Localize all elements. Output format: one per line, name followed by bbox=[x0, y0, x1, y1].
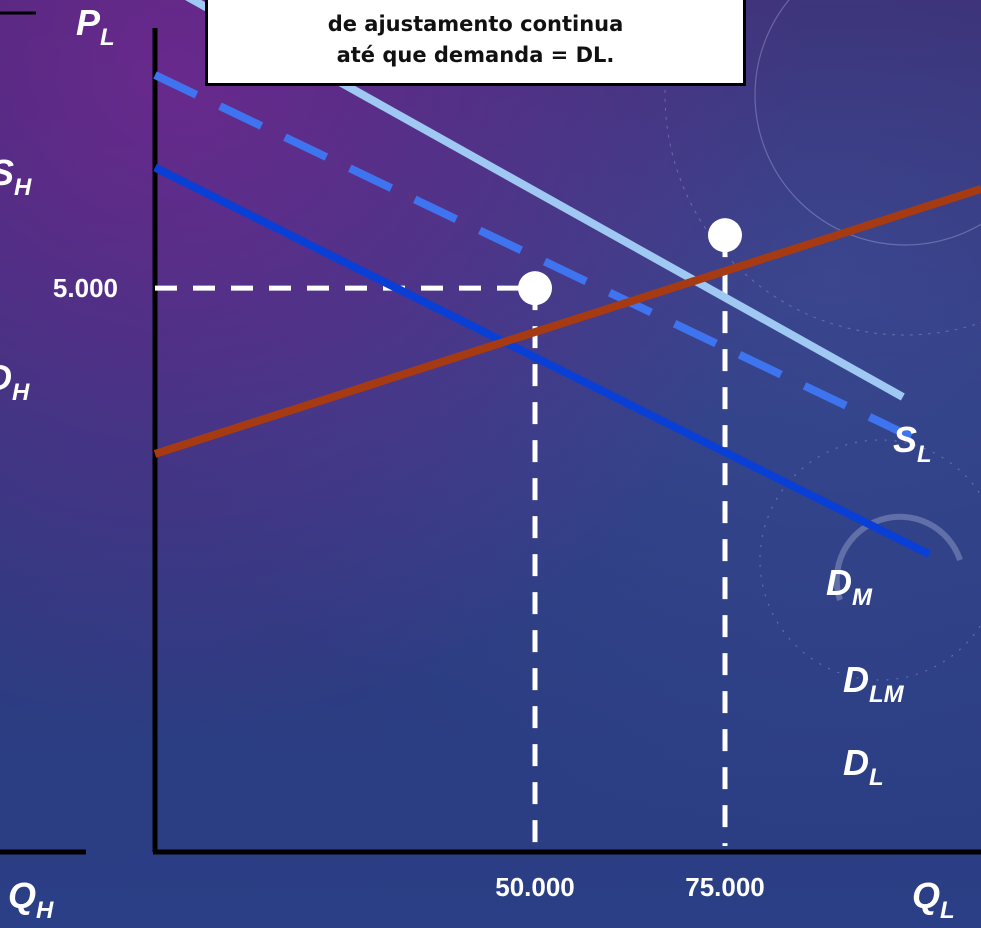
equilibrium-point-0 bbox=[518, 271, 552, 306]
series-label-d-lm: DLM bbox=[843, 659, 905, 708]
series-line-d-lm bbox=[153, 71, 928, 448]
callout-box: de ajustamento continua até que demanda … bbox=[205, 0, 746, 86]
callout-line-2: até que demanda = DL. bbox=[336, 43, 615, 67]
x-tick-label-0: 50.000 bbox=[495, 872, 575, 902]
callout-line-1: de ajustamento continua bbox=[327, 12, 624, 36]
series-line-s-l bbox=[153, 185, 981, 458]
y-tick-label-0: 5.000 bbox=[53, 273, 118, 303]
left-supply-label: SH bbox=[0, 152, 32, 201]
x-axis-label: QL bbox=[912, 875, 955, 924]
series-label-d-l: DL bbox=[843, 742, 884, 791]
series-label-s-l: SL bbox=[893, 419, 932, 468]
background-dial-decoration bbox=[664, 0, 981, 681]
left-demand-label: DH bbox=[0, 357, 30, 406]
series-labels: DM DLM DL SL bbox=[826, 419, 932, 791]
y-axis-label: PL bbox=[76, 2, 115, 51]
series-label-d-m: DM bbox=[826, 562, 873, 611]
series-line-d-l bbox=[153, 163, 932, 558]
tick-labels: 50.000 75.000 5.000 bbox=[53, 273, 765, 902]
equilibrium-point-1 bbox=[708, 218, 742, 253]
x-tick-label-1: 75.000 bbox=[685, 872, 765, 902]
plot-area bbox=[152, 0, 981, 855]
left-x-axis-label: QH bbox=[8, 875, 54, 924]
